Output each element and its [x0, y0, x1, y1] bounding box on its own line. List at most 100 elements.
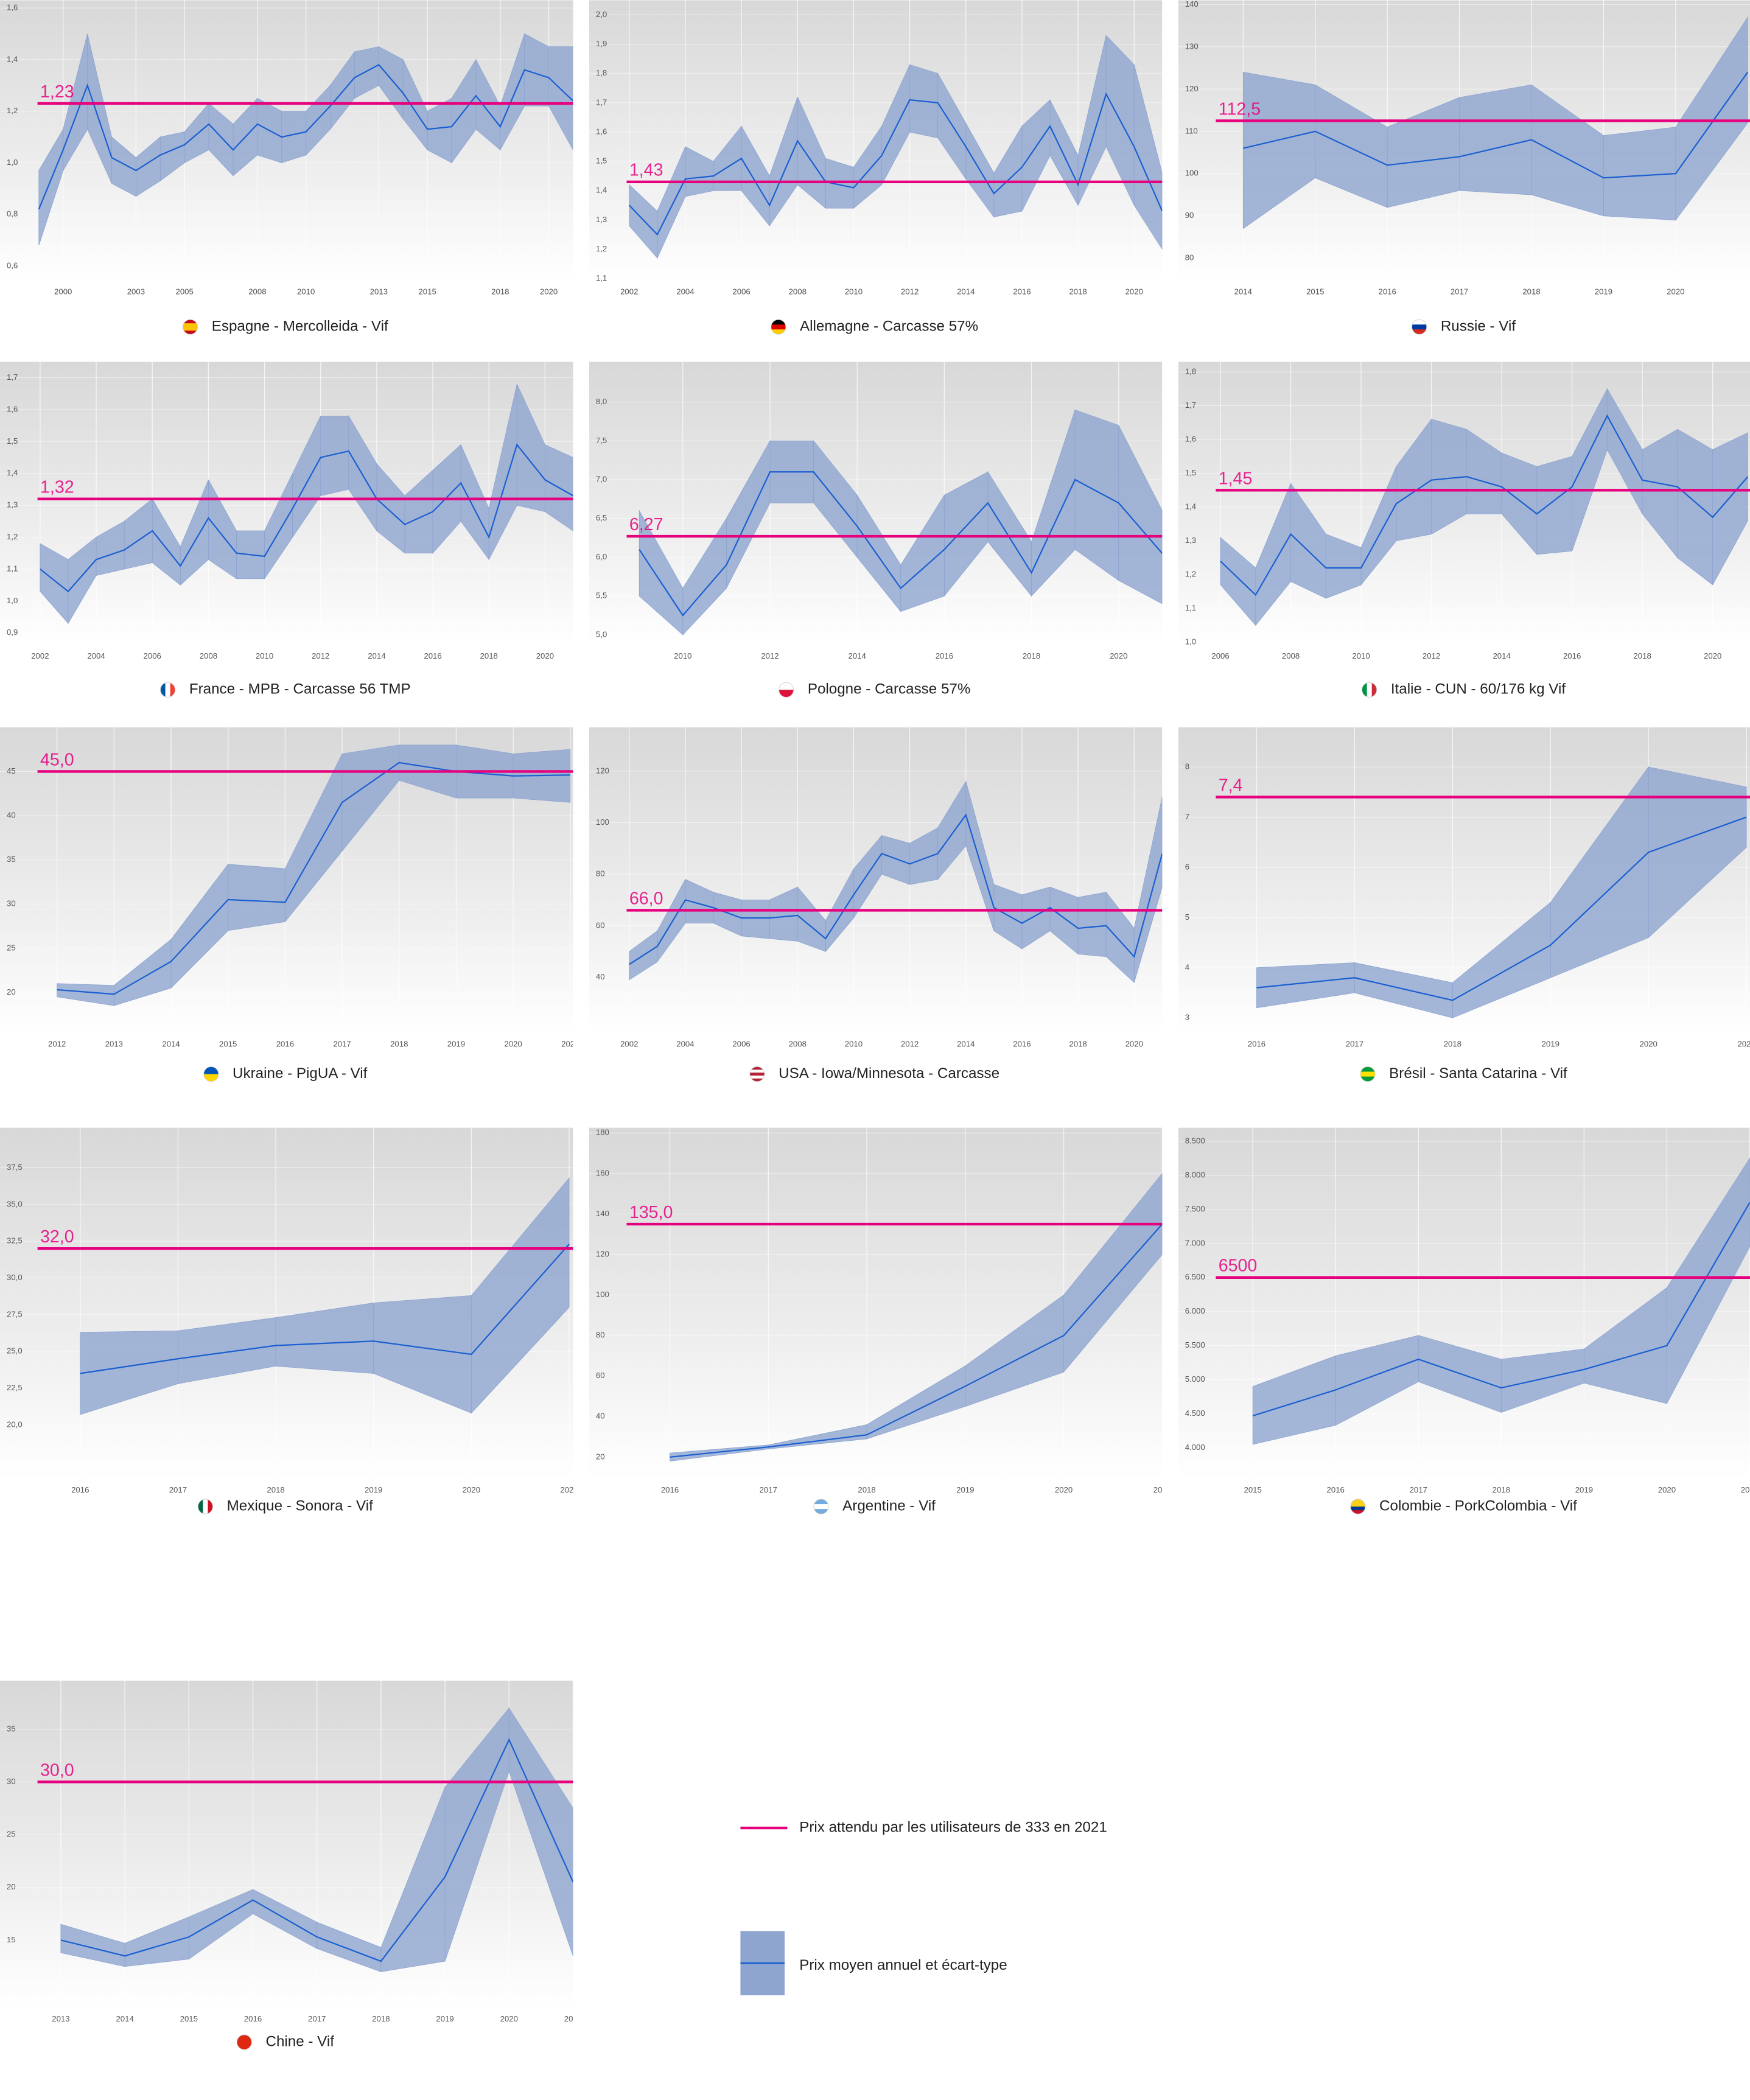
y-tick-label: 7.500: [1185, 1204, 1205, 1213]
x-tick-label: 2020: [504, 1040, 522, 1049]
x-tick-label: 2021: [560, 1485, 578, 1494]
x-tick-label: 2016: [1013, 1040, 1031, 1049]
std-band: [508, 1707, 573, 1956]
y-tick-label: 7: [1185, 812, 1189, 821]
y-tick-label: 120: [1185, 84, 1199, 93]
y-tick-label: 1,4: [7, 468, 18, 477]
std-band: [228, 864, 285, 931]
y-tick-label: 1,2: [1185, 570, 1196, 579]
x-tick-label: 2008: [248, 287, 266, 296]
y-tick-label: 1,3: [596, 215, 607, 224]
x-tick-label: 2019: [956, 1485, 974, 1494]
chart-caption: Espagne - Mercolleida - Vif: [212, 318, 388, 335]
chart-panel: 1,0 1,1 1,2 1,3 1,4 1,5 1,6 1,7 1,8 2006 2008 2010 2…: [1178, 362, 1750, 660]
chart-caption: Pologne - Carcasse 57%: [808, 681, 971, 698]
x-tick-label: 2006: [1211, 651, 1229, 660]
x-tick-label: 2019: [1595, 287, 1612, 296]
x-tick-label: 2008: [200, 651, 217, 660]
x-tick-label: 2010: [674, 651, 691, 660]
x-tick-label: 2021: [561, 1040, 579, 1049]
std-band: [548, 46, 573, 151]
y-tick-label: 1,3: [7, 500, 18, 509]
x-tick-label: 2014: [957, 1040, 975, 1049]
mean-line: [60, 1738, 573, 1962]
y-tick-label: 1,0: [7, 158, 18, 167]
x-tick-label: 2019: [447, 1040, 465, 1049]
y-tick-label: 1,6: [7, 404, 18, 413]
chart-caption: Chine - Vif: [265, 2033, 334, 2049]
chart-panel: 15 20 25 30 35 2013 2014 2015 2016 2017 2018 2019 20…: [0, 1681, 573, 2023]
x-tick-label: 2004: [87, 651, 105, 660]
flag-icon: [1412, 320, 1427, 335]
x-tick-label: 2010: [845, 1040, 863, 1049]
mean-line: [628, 92, 1163, 236]
x-tick-label: 2020: [1125, 287, 1143, 296]
x-tick-label: 2016: [1563, 651, 1581, 660]
x-tick-label: 2018: [858, 1485, 875, 1494]
std-band: [1666, 1157, 1750, 1404]
y-tick-label: 5,5: [596, 591, 607, 600]
x-tick-label: 2014: [1234, 287, 1252, 296]
x-tick-label: 2016: [936, 651, 953, 660]
y-tick-label: 25,0: [7, 1346, 23, 1356]
chart-caption: Russie - Vif: [1441, 318, 1516, 335]
reference-label: 66,0: [629, 889, 663, 908]
chart-panel: 20 40 60 80 100 120 140 160 180 2016 2017 2018 2019 2…: [589, 1127, 1163, 1494]
x-tick-label: 2018: [1633, 651, 1651, 660]
x-tick-label: 2020: [1110, 651, 1127, 660]
x-tick-label: 2021: [1741, 1485, 1750, 1494]
std-band: [524, 33, 550, 107]
std-band: [1648, 766, 1747, 939]
x-tick-label: 2016: [276, 1040, 294, 1049]
x-tick-label: 2017: [308, 2014, 326, 2023]
y-tick-label: 120: [596, 766, 609, 775]
y-tick-label: 8.000: [1185, 1170, 1205, 1179]
flag-icon: [813, 1499, 829, 1514]
y-tick-label: 1,6: [1185, 435, 1196, 444]
legend-band-label: Prix moyen annuel et écart-type: [799, 1957, 1007, 1973]
chart-panel: 20 25 30 35 40 45 2012 2013 2014 2015 2016 2017 2018…: [0, 727, 579, 1049]
x-tick-label: 2015: [180, 2014, 198, 2023]
y-tick-label: 25: [7, 943, 16, 952]
x-tick-label: 2018: [372, 2014, 390, 2023]
x-tick-label: 2019: [436, 2014, 453, 2023]
x-tick-label: 2016: [1013, 287, 1031, 296]
y-tick-label: 5,0: [596, 629, 607, 639]
y-tick-label: 1,2: [7, 532, 18, 541]
x-tick-label: 2020: [463, 1485, 480, 1494]
x-tick-label: 2008: [1282, 651, 1300, 660]
x-tick-label: 2019: [1575, 1485, 1593, 1494]
x-tick-label: 2018: [267, 1485, 284, 1494]
y-tick-label: 1,5: [596, 156, 607, 166]
y-tick-label: 35,0: [7, 1199, 23, 1208]
y-tick-label: 8.500: [1185, 1136, 1205, 1145]
x-tick-label: 2019: [1542, 1040, 1559, 1049]
plot-background: [0, 1681, 573, 2009]
x-tick-label: 2017: [1346, 1040, 1363, 1049]
chart-panel: 40 60 80 100 120 2002 2004 2006 2008 2010 2012 2014…: [589, 727, 1163, 1049]
y-tick-label: 3: [1185, 1013, 1189, 1022]
x-tick-label: 2003: [127, 287, 145, 296]
x-tick-label: 2020: [1658, 1485, 1676, 1494]
x-tick-label: 2016: [244, 2014, 262, 2023]
y-tick-label: 1,9: [596, 39, 607, 48]
x-tick-label: 2005: [176, 287, 194, 296]
flag-outline: [1412, 319, 1427, 335]
y-tick-label: 130: [1185, 41, 1199, 51]
x-tick-label: 2004: [676, 1040, 694, 1049]
x-tick-label: 2012: [312, 651, 329, 660]
reference-label: 1,32: [40, 478, 74, 497]
y-tick-label: 7,0: [596, 475, 607, 484]
y-tick-label: 15: [7, 1935, 16, 1944]
mean-line: [1256, 816, 1747, 1001]
flag-icon: [237, 2034, 252, 2050]
y-tick-label: 40: [596, 972, 605, 981]
y-tick-label: 120: [596, 1249, 609, 1258]
y-tick-label: 1,7: [596, 97, 607, 107]
x-tick-label: 2014: [116, 2014, 133, 2023]
y-tick-label: 140: [1185, 0, 1199, 9]
y-tick-label: 80: [596, 869, 605, 878]
y-tick-label: 6.500: [1185, 1272, 1205, 1281]
x-tick-label: 2016: [1248, 1040, 1265, 1049]
flag-icon: [1350, 1499, 1365, 1514]
